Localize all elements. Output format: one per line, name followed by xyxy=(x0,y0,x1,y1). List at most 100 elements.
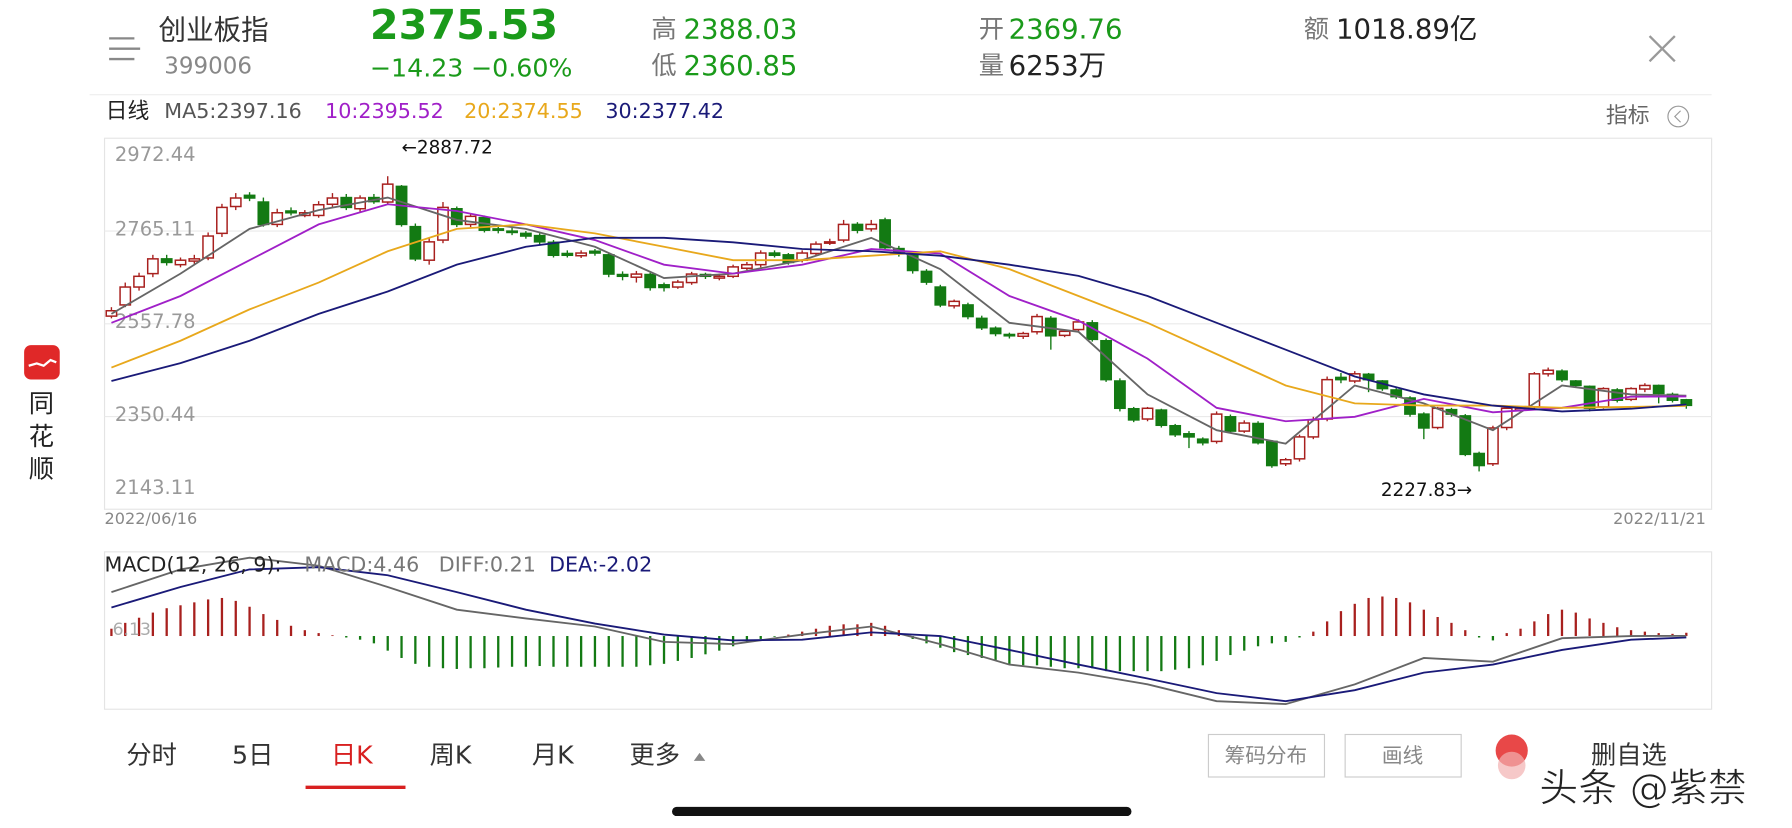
candle-body xyxy=(1072,321,1085,331)
y-tick-label: 2765.11 xyxy=(115,217,196,240)
candle-body xyxy=(146,258,159,275)
candle-body xyxy=(589,250,601,254)
home-indicator xyxy=(672,806,1132,817)
tab[interactable]: 分时 xyxy=(126,740,177,769)
period-label: 日线 xyxy=(106,99,150,124)
candle-body xyxy=(1431,407,1444,429)
candle-body xyxy=(1293,436,1306,460)
candle-body xyxy=(602,254,615,275)
candle-body xyxy=(1224,416,1237,432)
macd-line xyxy=(111,566,1687,703)
date-start: 2022/06/16 xyxy=(105,509,198,528)
candle-body xyxy=(216,206,228,235)
logo-text: 顺 xyxy=(29,454,54,483)
candle-body xyxy=(1279,458,1292,465)
candle-body xyxy=(423,241,436,261)
candle-body xyxy=(133,275,145,288)
indicator-button[interactable]: 指标 xyxy=(1606,103,1690,128)
candle-body xyxy=(1459,415,1472,456)
volume-label: 量 xyxy=(979,51,1004,80)
tab[interactable]: 月K xyxy=(532,740,575,769)
candle-body xyxy=(989,327,1002,335)
candle-body xyxy=(616,273,629,278)
tab[interactable]: 日K xyxy=(331,740,374,769)
candle-body xyxy=(340,196,353,209)
candle-body xyxy=(1141,407,1154,420)
y-tick-label: 2972.44 xyxy=(115,143,196,166)
low-value: 2360.85 xyxy=(683,50,797,82)
menu-icon[interactable] xyxy=(109,37,141,61)
candle-body xyxy=(188,258,201,262)
high-label: 高 xyxy=(651,14,676,43)
candle-body xyxy=(381,183,394,203)
candle-body xyxy=(492,228,505,231)
chips-label: 筹码分布 xyxy=(1225,743,1308,767)
app-logo xyxy=(24,345,60,380)
candle-body xyxy=(727,266,740,278)
candle-body xyxy=(1417,413,1430,429)
candle-body xyxy=(519,232,532,237)
tab[interactable]: 周K xyxy=(430,740,473,769)
candle-body xyxy=(713,275,726,279)
low-annotation: 2227.83→ xyxy=(1381,480,1472,501)
candle-body xyxy=(506,230,518,234)
low-label: 低 xyxy=(651,51,676,80)
candle-body xyxy=(1169,424,1182,436)
candle-body xyxy=(685,273,698,284)
candle-body xyxy=(1321,378,1334,420)
draw-button[interactable] xyxy=(1344,733,1462,778)
candle-body xyxy=(285,210,297,214)
open-value: 2369.76 xyxy=(1009,13,1123,45)
candle-body xyxy=(837,223,850,241)
tab[interactable]: 5日 xyxy=(232,740,273,769)
change-pct: −0.60% xyxy=(471,53,572,82)
candle-body xyxy=(1003,333,1016,337)
candle-body xyxy=(1638,384,1651,390)
candle-body xyxy=(575,252,588,257)
candle-body xyxy=(1265,440,1278,467)
candle-body xyxy=(450,207,463,226)
remove-icon-shadow xyxy=(1497,751,1526,780)
draw-label: 画线 xyxy=(1382,743,1423,767)
y-tick-label: 2557.78 xyxy=(115,310,196,333)
index-name: 创业板指 xyxy=(159,14,269,46)
candle-body xyxy=(934,286,947,306)
candle-body xyxy=(257,201,270,226)
candle-body xyxy=(229,197,242,208)
macd-title: MACD(12, 26, 9): xyxy=(105,553,282,577)
high-value: 2388.03 xyxy=(683,13,797,45)
more-arrow xyxy=(693,752,706,761)
remove-label[interactable]: 删自选 xyxy=(1591,740,1667,769)
macd-line xyxy=(111,556,1687,706)
candle-body xyxy=(271,212,284,226)
candle-body xyxy=(1473,452,1486,467)
logo-text: 花 xyxy=(29,422,54,451)
candle-body xyxy=(1113,380,1126,410)
candle-body xyxy=(1155,409,1168,427)
y-tick-label: 2143.11 xyxy=(115,476,196,499)
candle-body xyxy=(630,273,643,278)
candle-body xyxy=(1252,422,1264,444)
candle-body xyxy=(202,235,215,259)
tab[interactable]: 更多 xyxy=(629,740,680,769)
close-button[interactable] xyxy=(1648,35,1676,63)
high-annotation: ←2887.72 xyxy=(402,138,493,159)
candle-body xyxy=(1335,376,1347,381)
candle-body xyxy=(754,252,767,266)
chips-button[interactable] xyxy=(1207,733,1326,778)
macd-axis-label: 6.13 xyxy=(113,620,151,640)
candle-body xyxy=(1556,370,1568,381)
candle-body xyxy=(1100,339,1113,381)
candle-body xyxy=(823,241,836,244)
diff-value: DIFF:0.21 xyxy=(439,553,536,577)
amount-label: 额 xyxy=(1304,14,1329,43)
candle-body xyxy=(243,194,256,199)
candle-body xyxy=(1017,332,1030,337)
date-end: 2022/11/21 xyxy=(1613,509,1706,528)
indicator-label: 指标 xyxy=(1606,103,1650,128)
candle-body xyxy=(975,317,988,329)
candle-body xyxy=(1058,330,1071,337)
